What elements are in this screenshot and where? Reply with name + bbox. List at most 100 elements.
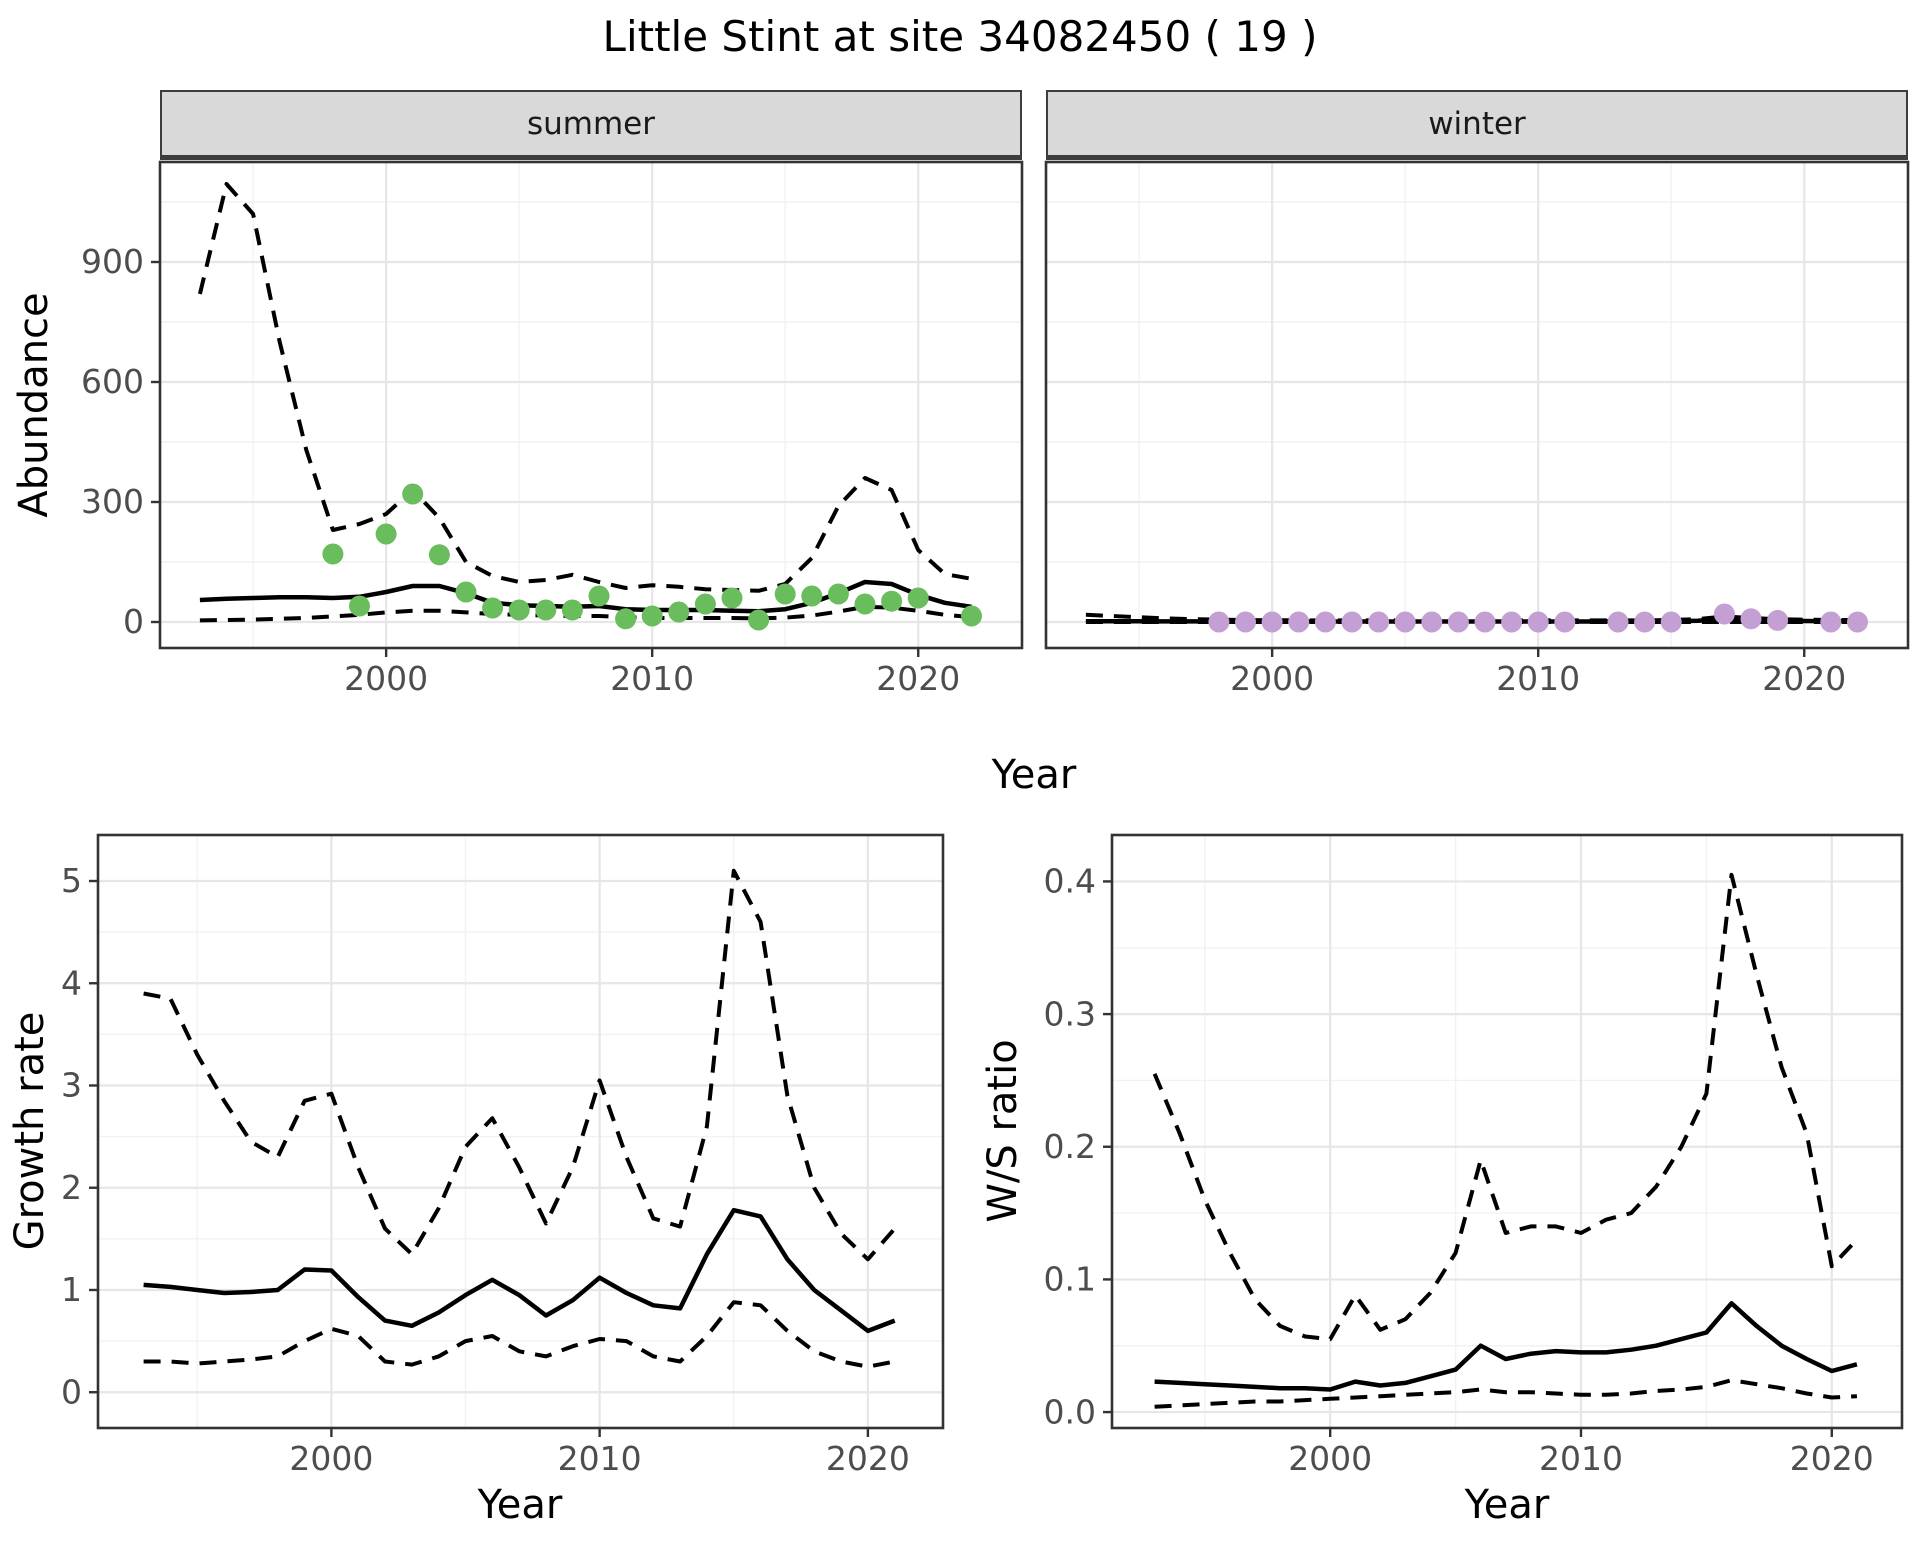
abundance-summer-point [402,483,424,505]
abundance-winter-point [1740,608,1762,630]
x-axis-title-year-top: Year [991,752,1077,798]
svg-text:2010: 2010 [1539,1439,1623,1478]
svg-text:900: 900 [81,242,144,281]
growth-rate-lower-ci-line [143,1300,896,1369]
growth-rate-panel: 2000 2010 2020 0 1 2 3 4 5 [61,833,945,1478]
svg-text:2020: 2020 [1762,659,1846,698]
abundance-summer-point [827,583,849,605]
abundance-winter-point [1847,611,1868,633]
abundance-summer-point [801,585,823,607]
abundance-winter-point [1767,609,1789,631]
svg-text:2010: 2010 [558,1439,642,1478]
abundance-winter-point [1660,611,1682,633]
svg-text:0: 0 [61,1372,82,1411]
abundance-summer-observations [322,483,982,631]
abundance-winter-point [1634,611,1656,633]
growth-rate-mean-line [143,1207,896,1334]
svg-text:2: 2 [61,1168,82,1207]
svg-text:4: 4 [61,963,82,1002]
abundance-summer-point [428,544,450,566]
ws-ratio-upper-ci-line [1152,872,1859,1342]
abundance-summer-point [721,587,743,609]
abundance-winter-point [1501,611,1523,633]
abundance-summer-point [641,605,663,627]
svg-text:2020: 2020 [876,659,960,698]
abundance-winter-x-axis: 2000 2010 2020 [1230,648,1846,698]
abundance-winter-point [1235,611,1256,633]
abundance-winter-point [1421,611,1443,633]
svg-text:2000: 2000 [1230,659,1314,698]
abundance-summer-point [535,599,557,621]
svg-text:5: 5 [61,861,82,900]
svg-text:2000: 2000 [1288,1439,1372,1478]
abundance-winter-point [1713,603,1735,625]
svg-text:0.0: 0.0 [1044,1392,1096,1431]
ws-ratio-mean-line [1154,1301,1858,1392]
facet-strip-summer: summer [160,90,1022,160]
page-title: Little Stint at site 34082450 ( 19 ) [602,12,1318,61]
svg-text:0.2: 0.2 [1044,1127,1096,1166]
abundance-winter-point [1554,611,1576,633]
svg-text:0.1: 0.1 [1044,1260,1096,1299]
abundance-winter-point [1368,611,1390,633]
svg-text:1: 1 [61,1270,82,1309]
growth-rate-upper-ci-line [143,868,897,1262]
svg-text:300: 300 [81,482,144,521]
y-axis-title-ws: W/S ratio [980,1039,1026,1223]
y-axis-title-growth: Growth rate [7,1011,53,1251]
abundance-summer-panel: 2000 2010 2020 0 300 600 900 [81,160,1024,698]
growth-rate-grid-major [98,835,943,1428]
facet-strip-winter: winter [1046,90,1908,160]
abundance-winter-point [1341,611,1363,633]
abundance-summer-point [375,523,397,545]
svg-text:2020: 2020 [1790,1439,1874,1478]
abundance-summer-point [694,593,716,615]
abundance-summer-point [482,597,504,619]
abundance-summer-upper-ci-line [197,182,972,593]
abundance-winter-point [1527,611,1549,633]
ws-ratio-x-axis: 2000 2010 2020 [1288,1428,1874,1478]
abundance-summer-point [455,581,477,603]
abundance-summer-point [508,599,530,621]
abundance-summer-point [961,605,982,627]
abundance-summer-y-axis: 0 300 600 900 [81,242,160,641]
abundance-summer-x-axis: 2000 2010 2020 [344,648,960,698]
svg-text:0.4: 0.4 [1044,862,1096,901]
abundance-summer-point [588,585,610,607]
y-axis-title-abundance: Abundance [11,292,57,518]
abundance-summer-point [907,587,929,609]
svg-text:2000: 2000 [289,1439,373,1478]
abundance-summer-point [561,599,583,621]
abundance-summer-point [668,601,690,623]
abundance-summer-point [854,593,876,615]
abundance-summer-grid-minor [160,162,1022,648]
svg-text:2020: 2020 [826,1439,910,1478]
abundance-winter-point [1820,611,1842,633]
abundance-summer-point [748,609,770,631]
x-axis-title-year-growth: Year [477,1482,563,1528]
ws-ratio-grid-minor [1112,835,1902,1428]
abundance-summer-point [615,608,637,630]
abundance-summer-point [349,595,370,617]
abundance-winter-point [1288,611,1310,633]
abundance-winter-point [1314,611,1336,633]
svg-text:3: 3 [61,1066,82,1105]
abundance-summer-grid-major [160,162,1022,648]
abundance-winter-grid-minor [1046,162,1908,648]
abundance-winter-point [1474,611,1496,633]
svg-text:2000: 2000 [344,659,428,698]
x-axis-title-year-ws: Year [1464,1482,1550,1528]
abundance-winter-point [1607,611,1629,633]
abundance-winter-panel: 2000 2010 2020 [1044,160,1910,698]
abundance-summer-point [322,543,344,565]
ws-ratio-lower-ci-line [1154,1378,1858,1409]
abundance-summer-lower-ci-line [199,604,972,623]
abundance-winter-point [1447,611,1469,633]
abundance-winter-point [1394,611,1416,633]
facet-label-winter: winter [1428,105,1526,142]
ws-ratio-grid-major [1112,835,1902,1428]
svg-text:600: 600 [81,362,144,401]
ws-ratio-series [1152,872,1859,1409]
